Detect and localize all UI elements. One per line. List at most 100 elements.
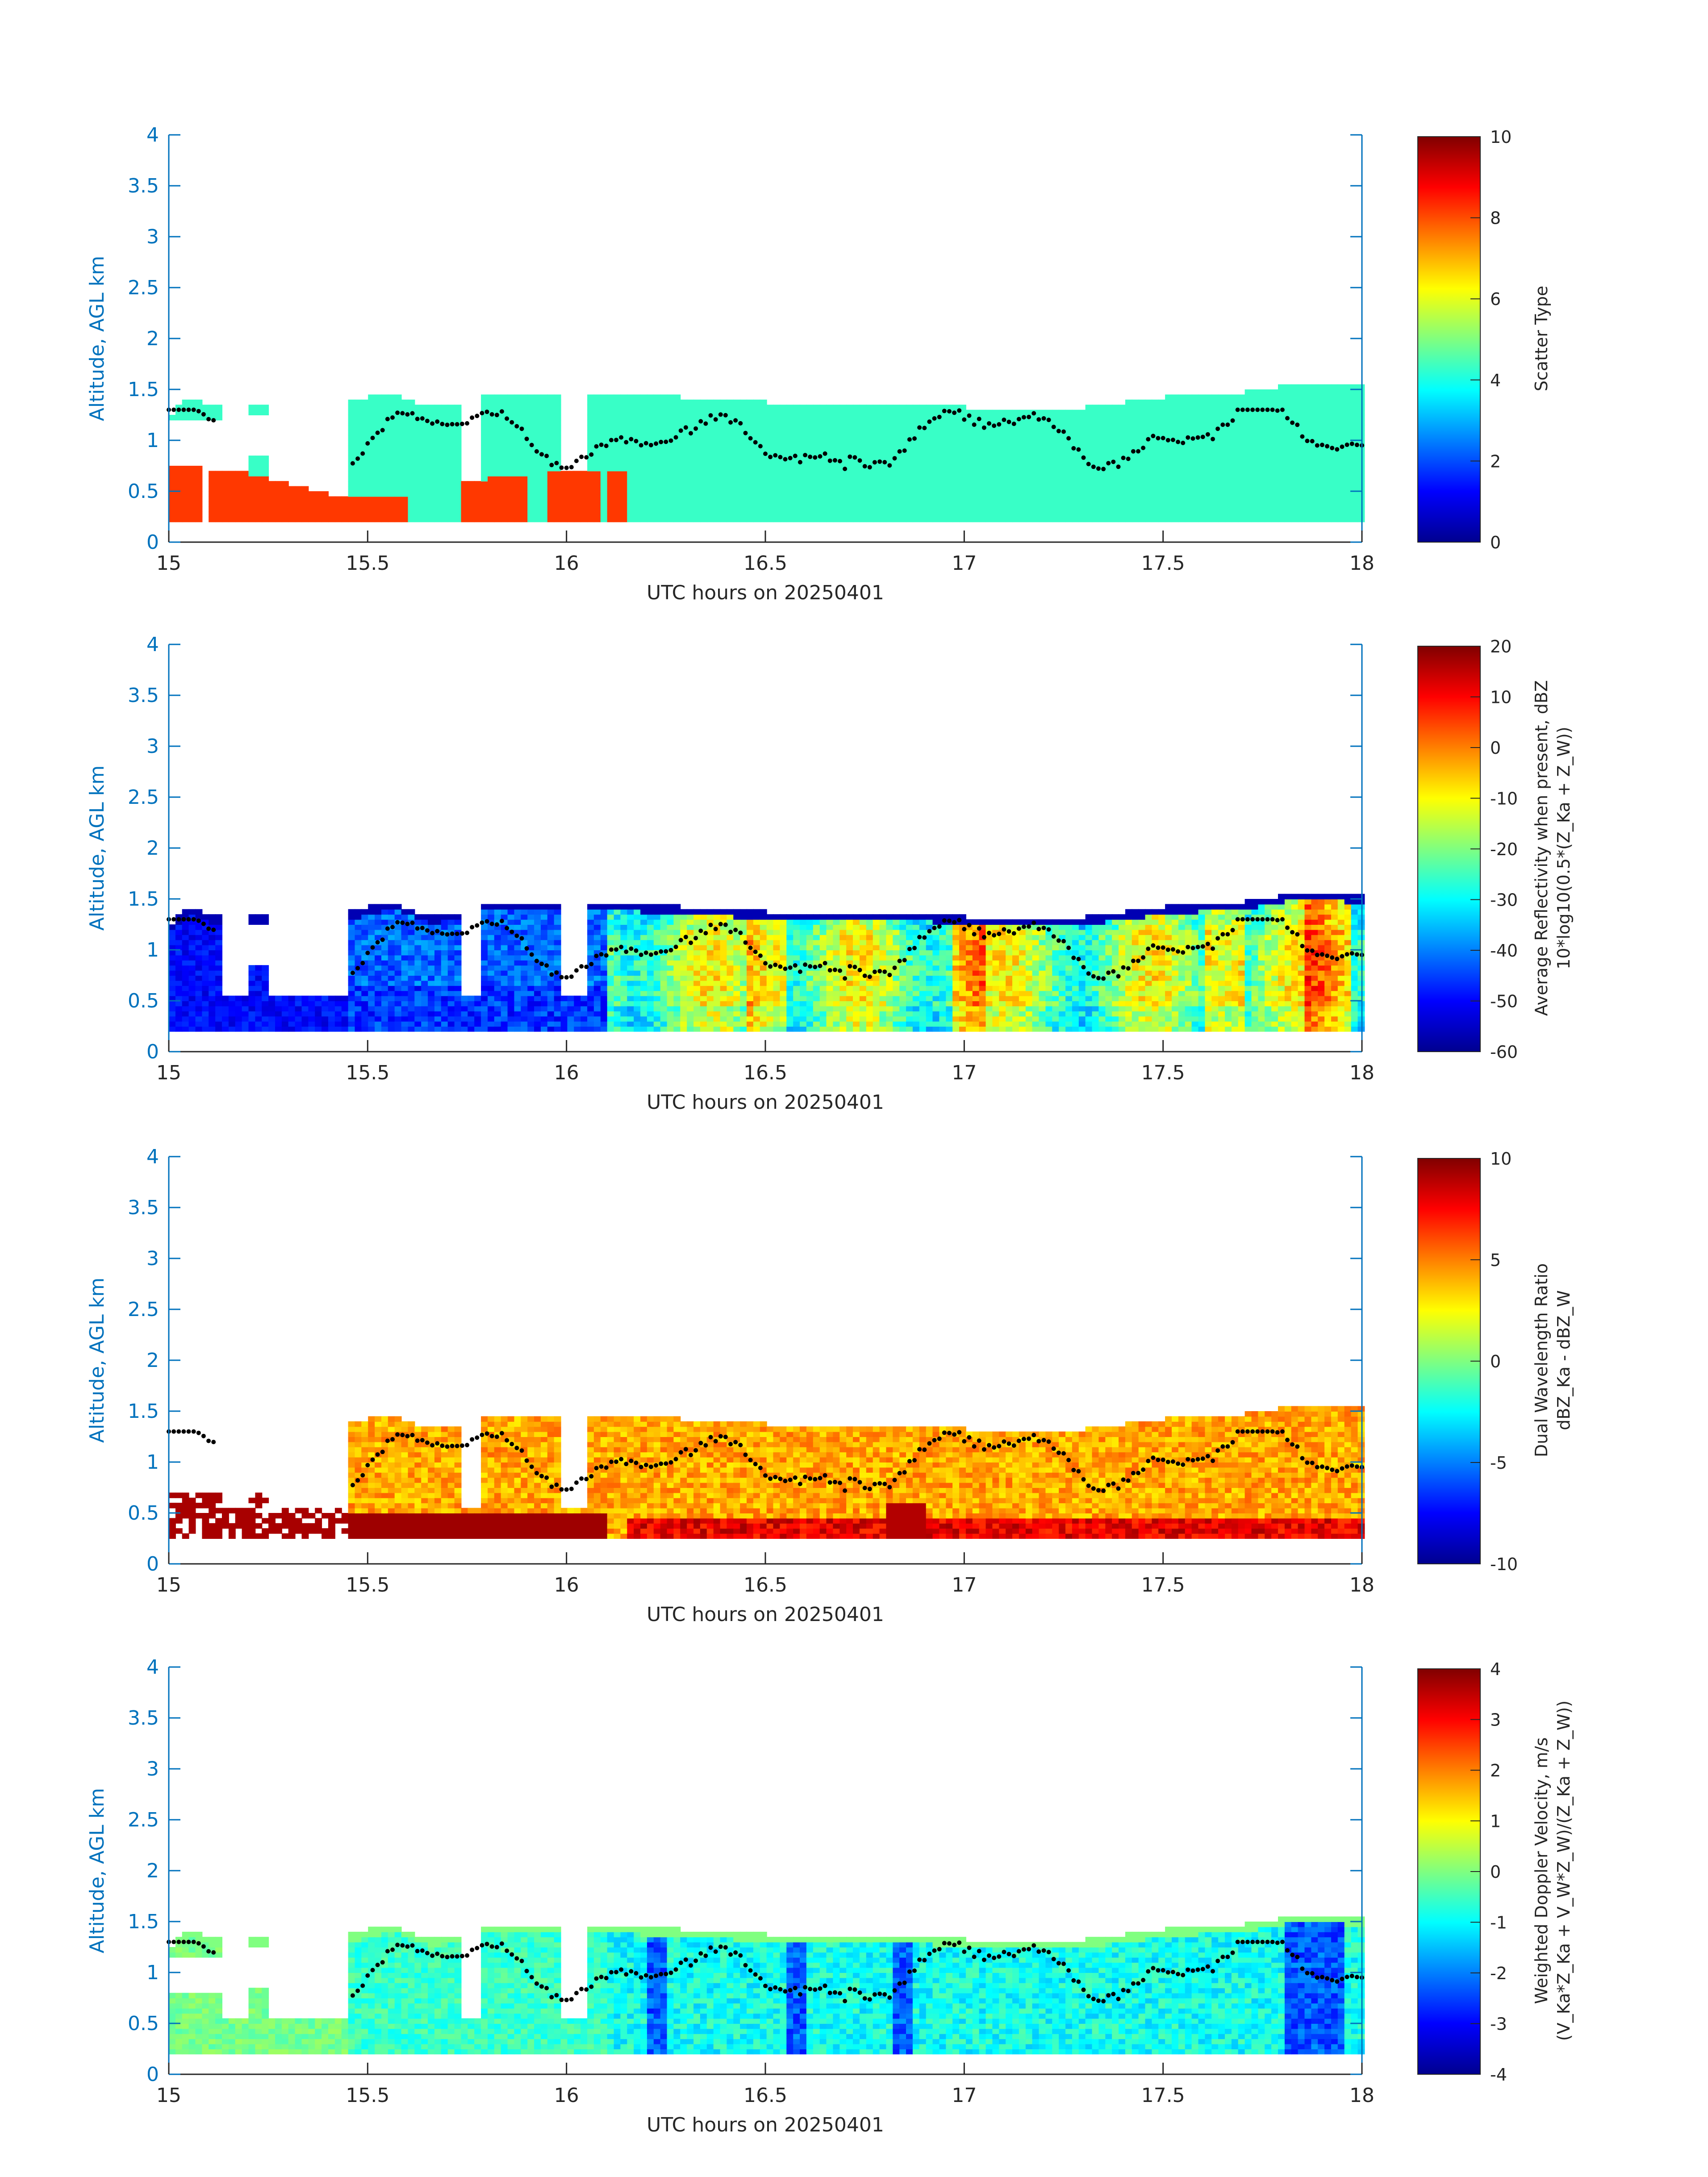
heatmap-cell — [1026, 466, 1033, 471]
heatmap-cell — [488, 1006, 495, 1011]
heatmap-cell — [361, 471, 368, 476]
heatmap-cell — [488, 501, 495, 507]
heatmap-cell — [1265, 435, 1272, 441]
heatmap-cell — [348, 466, 355, 471]
heatmap-cell — [508, 491, 515, 497]
heatmap-cell — [933, 405, 940, 410]
heatmap-cell — [368, 400, 375, 405]
heatmap-cell — [368, 471, 375, 476]
heatmap-cell — [1358, 451, 1365, 456]
heatmap-cell — [999, 481, 1006, 486]
heatmap-cell — [607, 476, 614, 481]
heatmap-cell — [355, 415, 362, 420]
heatmap-cell — [1045, 425, 1052, 430]
heatmap-cell — [1278, 430, 1285, 435]
heatmap-cell — [687, 461, 694, 466]
heatmap-cell — [355, 405, 362, 410]
heatmap-cell — [753, 400, 760, 405]
heatmap-cell — [1119, 471, 1126, 476]
heatmap-cell — [913, 517, 920, 522]
heatmap-cell — [647, 466, 654, 471]
heatmap-cell — [169, 1001, 176, 1006]
heatmap-cell — [880, 415, 887, 420]
heatmap-cell — [262, 1001, 269, 1006]
heatmap-cell — [395, 940, 402, 945]
heatmap-cell — [667, 410, 674, 415]
heatmap-cell — [687, 451, 694, 456]
heatmap-cell — [1351, 471, 1358, 476]
heatmap-cell — [800, 440, 807, 446]
heatmap-cell — [455, 517, 462, 522]
heatmap-cell — [375, 486, 382, 492]
heatmap-cell — [1218, 501, 1225, 507]
heatmap-cell — [727, 476, 734, 481]
heatmap-cell — [395, 986, 402, 991]
heatmap-cell — [959, 455, 966, 461]
heatmap-cell — [308, 996, 315, 1001]
heatmap-cell — [886, 506, 893, 512]
heatmap-cell — [601, 506, 608, 512]
heatmap-cell — [196, 996, 203, 1001]
heatmap-cell — [1092, 517, 1099, 522]
heatmap-cell — [381, 975, 388, 981]
heatmap-cell — [434, 405, 442, 410]
heatmap-cell — [1059, 496, 1066, 501]
heatmap-cell — [654, 501, 661, 507]
heatmap-cell — [906, 425, 913, 430]
heatmap-cell — [468, 506, 475, 512]
heatmap-cell — [408, 496, 415, 501]
heatmap-cell — [919, 476, 927, 481]
heatmap-cell — [1351, 517, 1358, 522]
heatmap-cell — [1059, 461, 1066, 466]
heatmap-cell — [1252, 389, 1259, 395]
heatmap-cell — [1358, 425, 1365, 430]
heatmap-cell — [1218, 394, 1225, 400]
heatmap-cell — [414, 445, 422, 451]
heatmap-cell — [601, 466, 608, 471]
heatmap-cell — [640, 517, 647, 522]
heatmap-cell — [827, 517, 834, 522]
heatmap-cell — [773, 471, 781, 476]
heatmap-cell — [1059, 445, 1066, 451]
heatmap-cell — [933, 471, 940, 476]
cloud-top-dot — [365, 441, 370, 446]
heatmap-cell — [1019, 430, 1026, 435]
heatmap-cell — [833, 435, 840, 441]
heatmap-cell — [428, 476, 435, 481]
heatmap-cell — [833, 481, 840, 486]
heatmap-cell — [1145, 451, 1153, 456]
heatmap-cell — [827, 486, 834, 492]
heatmap-cell — [169, 1026, 176, 1032]
heatmap-cell — [654, 435, 661, 441]
heatmap-cell — [381, 965, 388, 970]
heatmap-cell — [640, 400, 647, 405]
heatmap-cell — [494, 455, 501, 461]
heatmap-cell — [1324, 430, 1332, 435]
heatmap-cell — [361, 435, 368, 441]
heatmap-cell — [839, 405, 847, 410]
heatmap-cell — [527, 491, 535, 497]
heatmap-cell — [780, 476, 787, 481]
heatmap-cell — [196, 950, 203, 955]
heatmap-cell — [1192, 461, 1199, 466]
heatmap-cell — [1112, 496, 1119, 501]
heatmap-cell — [414, 481, 422, 486]
heatmap-cell — [1098, 471, 1106, 476]
heatmap-cell — [1072, 517, 1079, 522]
heatmap-cell — [1145, 445, 1153, 451]
heatmap-cell — [1311, 384, 1318, 390]
heatmap-cell — [527, 506, 535, 512]
heatmap-cell — [348, 451, 355, 456]
heatmap-cell — [222, 481, 229, 486]
heatmap-cell — [196, 975, 203, 981]
heatmap-cell — [687, 501, 694, 507]
heatmap-cell — [999, 445, 1006, 451]
heatmap-cell — [966, 455, 973, 461]
heatmap-cell — [534, 430, 541, 435]
heatmap-cell — [1119, 491, 1126, 497]
heatmap-cell — [481, 909, 488, 915]
heatmap-cell — [508, 512, 515, 517]
heatmap-cell — [1258, 394, 1265, 400]
heatmap-cell — [1032, 425, 1040, 430]
heatmap-cell — [547, 501, 555, 507]
